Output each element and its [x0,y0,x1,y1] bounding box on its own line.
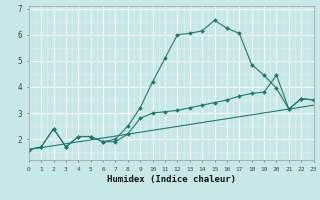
X-axis label: Humidex (Indice chaleur): Humidex (Indice chaleur) [107,175,236,184]
